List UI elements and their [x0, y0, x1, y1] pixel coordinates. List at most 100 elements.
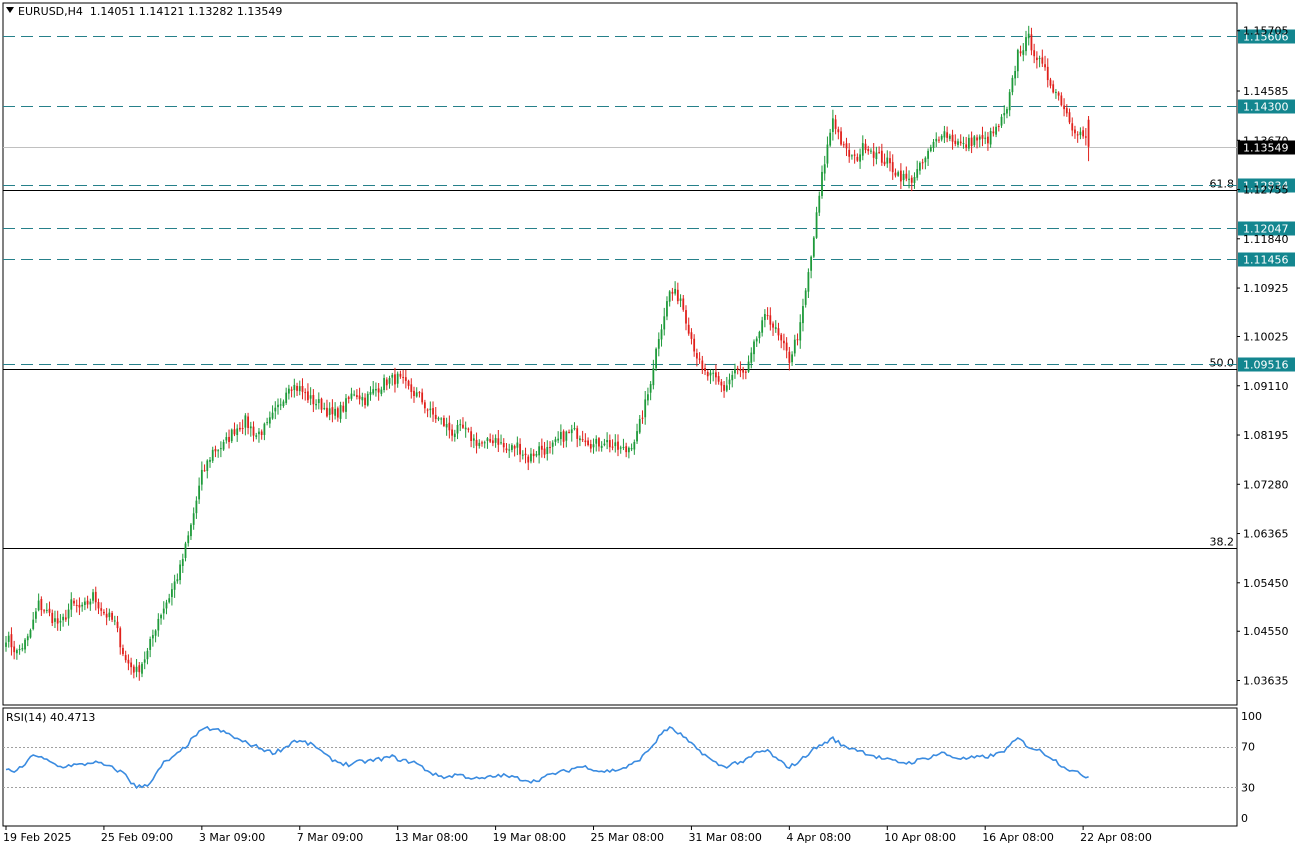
candle-body — [777, 328, 780, 336]
candle-body — [589, 444, 592, 449]
candle-body — [168, 598, 171, 603]
candle-body — [913, 176, 916, 183]
candle-body — [783, 340, 785, 344]
candle-body — [489, 439, 492, 442]
candle-body — [551, 442, 554, 447]
candle-body — [559, 432, 562, 440]
candle-body — [1000, 116, 1003, 126]
candle-body — [394, 374, 396, 385]
candle-body — [1082, 130, 1085, 137]
candle-body — [230, 429, 233, 442]
candle-body — [407, 380, 410, 386]
candle-body — [666, 301, 668, 317]
dropdown-triangle-icon[interactable] — [6, 7, 14, 13]
candle-body — [211, 449, 214, 461]
candle-body — [236, 428, 239, 436]
candle-body — [481, 442, 483, 444]
candle-body — [342, 405, 345, 412]
candle-body — [676, 289, 679, 302]
candle-body — [723, 384, 725, 391]
candle-body — [56, 618, 59, 624]
candle-body — [627, 447, 630, 453]
candle-body — [929, 147, 932, 152]
candle-body — [557, 438, 560, 441]
candle-body — [796, 339, 799, 341]
candle-body — [989, 131, 992, 145]
candle-body — [810, 256, 813, 271]
x-tick-label: 25 Feb 09:00 — [101, 831, 173, 844]
candle-body — [535, 454, 538, 456]
candle-body — [638, 419, 641, 433]
candle-body — [864, 143, 867, 150]
candle-body — [326, 407, 328, 417]
candle-body — [940, 135, 943, 140]
candle-body — [486, 438, 489, 441]
x-tick-label: 22 Apr 08:00 — [1080, 831, 1152, 844]
candle-body — [902, 173, 905, 181]
candle-body — [429, 408, 432, 411]
candle-body — [568, 431, 570, 433]
candle-body — [70, 599, 73, 610]
candle-body — [693, 338, 696, 352]
candle-body — [755, 338, 758, 342]
candle-body — [119, 628, 122, 648]
candle-body — [649, 384, 652, 393]
candle-body — [241, 428, 244, 430]
candle-body — [715, 372, 717, 378]
candle-body — [889, 158, 891, 164]
candle-body — [698, 358, 701, 360]
rsi-pane-frame — [2, 707, 1238, 827]
candle-body — [527, 456, 530, 463]
candle-body — [636, 431, 638, 442]
candle-body — [45, 609, 48, 611]
candle-body — [617, 441, 619, 450]
candle-body — [247, 416, 249, 428]
candle-body — [233, 429, 236, 435]
candle-body — [263, 423, 266, 435]
candle-body — [1052, 84, 1055, 93]
candle-body — [219, 448, 222, 450]
candle-body — [984, 137, 987, 139]
current-price-tag — [1238, 140, 1295, 155]
candle-body — [717, 376, 720, 382]
candle-body — [886, 157, 889, 164]
candle-body — [1022, 50, 1025, 55]
symbol-label: EURUSD,H4 — [18, 5, 83, 18]
candle-body — [494, 438, 497, 443]
candle-body — [404, 377, 407, 381]
candle-body — [1014, 71, 1017, 79]
candle-body — [75, 604, 78, 606]
level-tag-label: 1.15606 — [1243, 31, 1289, 44]
candle-body — [652, 368, 655, 386]
candle-body — [1057, 92, 1060, 96]
candle-body — [86, 600, 89, 605]
candle-body — [353, 394, 356, 396]
candle-body — [200, 469, 203, 485]
x-tick-label: 19 Feb 2025 — [3, 831, 71, 844]
candle-body — [1079, 131, 1082, 136]
candle-body — [462, 424, 464, 428]
candle-body — [475, 439, 478, 446]
candle-body — [78, 604, 81, 608]
candle-body — [853, 154, 856, 156]
candle-body — [410, 384, 413, 392]
candle-body — [987, 136, 989, 144]
candle-body — [73, 600, 75, 604]
candle-body — [1035, 57, 1038, 61]
candle-body — [336, 408, 339, 418]
candle-body — [891, 162, 894, 173]
candle-body — [867, 149, 870, 152]
candle-body — [239, 427, 241, 430]
candle-body — [315, 403, 317, 406]
candle-body — [141, 663, 143, 674]
candle-body — [747, 361, 750, 372]
candle-body — [965, 144, 968, 148]
candle-body — [287, 388, 290, 394]
candle-body — [135, 666, 138, 672]
candle-body — [579, 438, 581, 441]
candle-body — [625, 446, 628, 453]
candle-body — [222, 442, 225, 450]
x-tick-label: 19 Mar 08:00 — [493, 831, 566, 844]
